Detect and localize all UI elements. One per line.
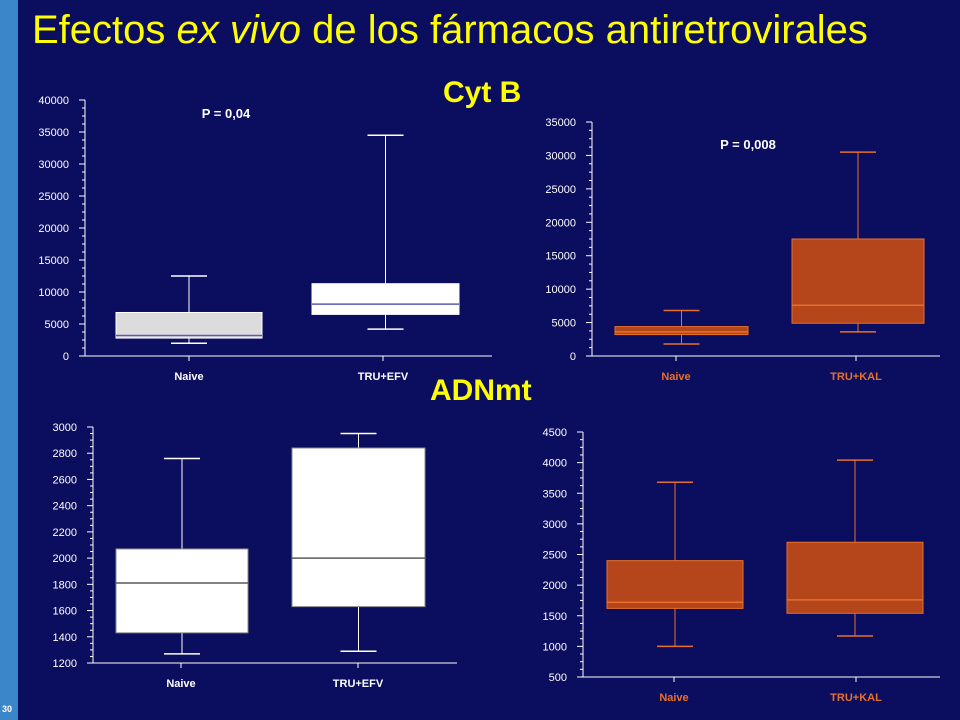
category-label: TRU+KAL [830, 371, 882, 383]
y-tick-label: 2400 [53, 501, 77, 513]
slide-number: 30 [2, 704, 13, 714]
y-tick-label: 5000 [552, 318, 576, 330]
box-naive [606, 560, 744, 609]
title-italic: ex vivo [176, 8, 302, 52]
y-tick-label: 1500 [543, 611, 567, 623]
box-tru-efv [291, 447, 426, 608]
box-naive [115, 311, 263, 339]
box-tru-kal [791, 238, 925, 324]
y-tick-label: 3500 [543, 488, 567, 500]
y-tick-label: 5000 [45, 319, 69, 331]
box-tru-efv [311, 283, 460, 315]
category-label: Naive [174, 371, 203, 383]
y-tick-label: 2200 [53, 527, 77, 539]
section-label-cytb: Cyt B [443, 76, 522, 109]
y-tick-label: 20000 [38, 223, 69, 235]
y-tick-label: 35000 [545, 117, 576, 129]
category-label: TRU+EFV [358, 371, 409, 383]
y-tick-label: 35000 [38, 127, 69, 139]
p-value-label: P = 0,008 [720, 137, 776, 152]
y-tick-label: 0 [570, 351, 576, 363]
y-tick-label: 1600 [53, 606, 77, 618]
y-tick-label: 2600 [53, 474, 77, 486]
y-tick-label: 40000 [38, 95, 69, 107]
category-label: Naive [659, 692, 688, 704]
y-tick-label: 20000 [545, 217, 576, 229]
title-part-1: Efectos [32, 8, 177, 52]
y-tick-label: 2500 [543, 550, 567, 562]
category-label: Naive [661, 371, 690, 383]
y-tick-label: 1000 [543, 641, 567, 653]
title-part-2: de los fármacos antiretrovirales [301, 8, 868, 52]
y-tick-label: 10000 [545, 284, 576, 296]
y-tick-label: 4000 [543, 458, 567, 470]
category-label: TRU+EFV [333, 678, 384, 690]
category-label: TRU+KAL [830, 692, 882, 704]
side-accent-bar [0, 0, 18, 720]
y-tick-label: 25000 [545, 184, 576, 196]
y-tick-label: 3000 [53, 422, 77, 434]
y-tick-label: 15000 [38, 255, 69, 267]
y-tick-label: 2000 [543, 580, 567, 592]
y-tick-label: 2000 [53, 553, 77, 565]
box-tru-kal [786, 541, 924, 614]
y-tick-label: 1200 [53, 658, 77, 670]
box-naive [614, 326, 749, 336]
y-tick-label: 0 [63, 351, 69, 363]
y-tick-label: 1400 [53, 632, 77, 644]
y-tick-label: 10000 [38, 287, 69, 299]
y-tick-label: 15000 [545, 251, 576, 263]
y-tick-label: 30000 [38, 159, 69, 171]
section-label-adnmt: ADNmt [430, 374, 532, 407]
y-tick-label: 3000 [543, 519, 567, 531]
y-tick-label: 4500 [543, 427, 567, 439]
slide-title: Efectos ex vivo de los fármacos antiretr… [32, 8, 868, 53]
box-naive [115, 548, 249, 634]
y-tick-label: 500 [549, 672, 567, 684]
y-tick-label: 30000 [545, 150, 576, 162]
p-value-label: P = 0,04 [202, 106, 251, 121]
y-tick-label: 1800 [53, 579, 77, 591]
y-tick-label: 25000 [38, 191, 69, 203]
category-label: Naive [166, 678, 195, 690]
y-tick-label: 2800 [53, 448, 77, 460]
